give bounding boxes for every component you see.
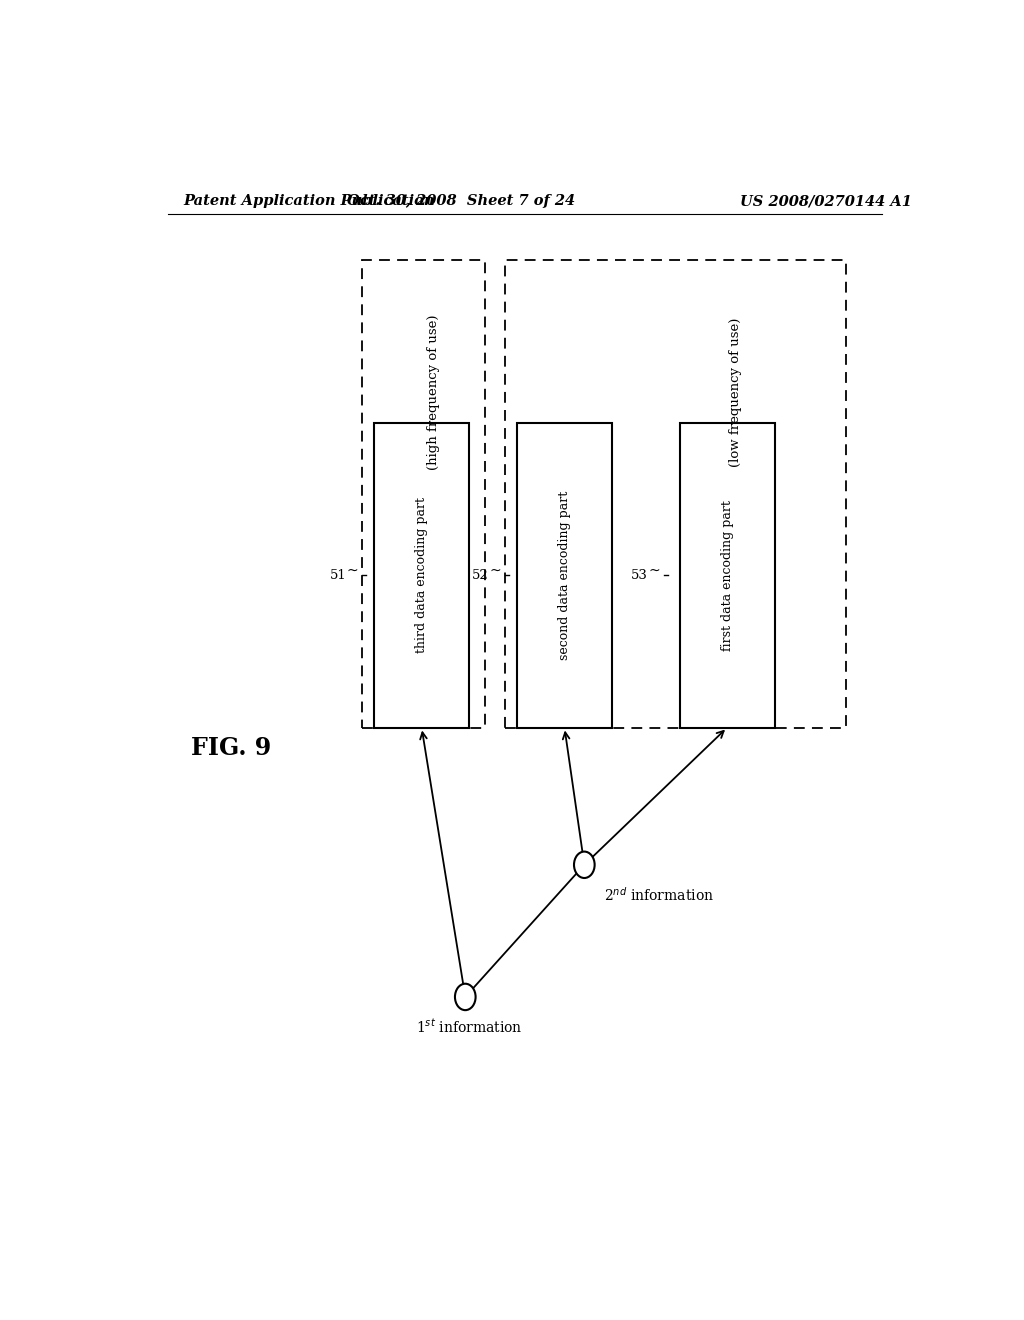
Text: ~: ~ bbox=[489, 564, 501, 578]
Circle shape bbox=[455, 983, 475, 1010]
Bar bbox=[362, 260, 485, 727]
Text: 2$^{nd}$ information: 2$^{nd}$ information bbox=[604, 886, 714, 904]
Text: 53: 53 bbox=[631, 569, 648, 582]
Text: second data encoding part: second data encoding part bbox=[558, 491, 571, 660]
Text: Oct. 30, 2008  Sheet 7 of 24: Oct. 30, 2008 Sheet 7 of 24 bbox=[347, 194, 575, 209]
Text: (high frequency of use): (high frequency of use) bbox=[427, 314, 440, 470]
Bar bbox=[374, 422, 469, 727]
Text: US 2008/0270144 A1: US 2008/0270144 A1 bbox=[740, 194, 912, 209]
Text: 51: 51 bbox=[330, 569, 346, 582]
Text: third data encoding part: third data encoding part bbox=[415, 498, 428, 653]
Circle shape bbox=[574, 851, 595, 878]
Text: 52: 52 bbox=[472, 569, 489, 582]
Text: ~: ~ bbox=[346, 564, 358, 578]
Text: first data encoding part: first data encoding part bbox=[721, 500, 733, 651]
Bar bbox=[517, 422, 612, 727]
Text: ~: ~ bbox=[648, 564, 659, 578]
Bar bbox=[680, 422, 775, 727]
Bar bbox=[505, 260, 846, 727]
Text: FIG. 9: FIG. 9 bbox=[191, 737, 271, 760]
Text: Patent Application Publication: Patent Application Publication bbox=[183, 194, 435, 209]
Text: (low frequency of use): (low frequency of use) bbox=[729, 318, 741, 467]
Text: 1$^{st}$ information: 1$^{st}$ information bbox=[416, 1018, 522, 1036]
